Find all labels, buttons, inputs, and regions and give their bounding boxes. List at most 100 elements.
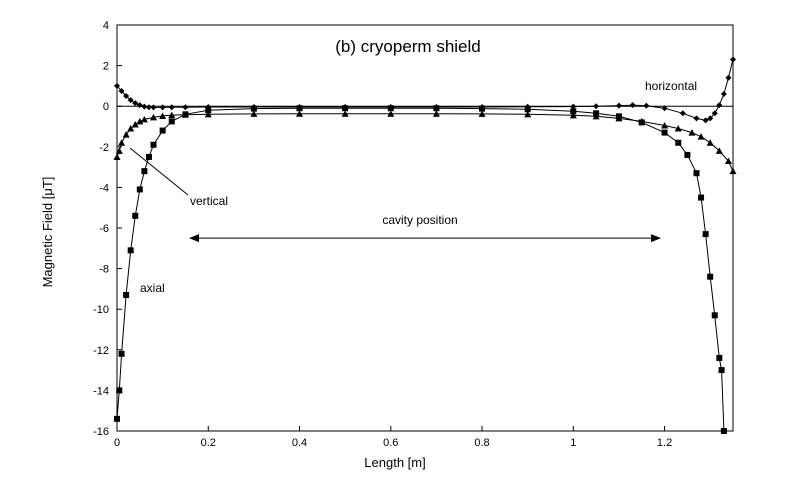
data-point-axial bbox=[132, 212, 139, 219]
data-point-horizontal bbox=[615, 102, 622, 109]
series-line-axial bbox=[116, 107, 725, 432]
data-point-horizontal bbox=[720, 91, 727, 98]
data-point-vertical bbox=[118, 139, 126, 146]
x-tick-label: 1 bbox=[570, 437, 576, 449]
x-tick-label: 0 bbox=[114, 437, 120, 449]
data-point-horizontal bbox=[629, 102, 636, 109]
data-point-axial bbox=[127, 247, 134, 254]
y-tick-label: -8 bbox=[99, 264, 109, 276]
data-point-vertical bbox=[729, 167, 737, 175]
data-point-horizontal bbox=[127, 97, 134, 104]
data-point-horizontal bbox=[643, 102, 650, 109]
y-tick-label: -6 bbox=[99, 223, 109, 235]
data-point-horizontal bbox=[679, 110, 686, 117]
data-point-axial bbox=[116, 387, 123, 394]
y-axis-label: Magnetic Field [μT] bbox=[40, 177, 55, 288]
data-point-vertical bbox=[569, 111, 577, 119]
y-tick-label: 4 bbox=[103, 20, 109, 32]
data-point-vertical bbox=[127, 125, 135, 132]
data-point-axial bbox=[150, 141, 157, 148]
data-point-vertical bbox=[478, 110, 486, 117]
data-point-vertical bbox=[706, 139, 714, 146]
data-point-axial bbox=[182, 111, 189, 118]
data-point-horizontal bbox=[593, 103, 600, 110]
data-point-horizontal bbox=[123, 93, 130, 100]
data-point-axial bbox=[387, 105, 394, 112]
data-point-vertical bbox=[250, 110, 258, 117]
data-point-axial bbox=[693, 170, 700, 177]
data-point-axial bbox=[123, 291, 130, 298]
data-point-axial bbox=[716, 354, 723, 361]
data-point-axial bbox=[159, 127, 166, 134]
data-point-horizontal bbox=[114, 82, 120, 89]
y-tick-label: -16 bbox=[93, 426, 109, 438]
data-point-horizontal bbox=[693, 115, 700, 122]
data-point-vertical bbox=[136, 117, 144, 125]
data-point-horizontal bbox=[716, 102, 723, 109]
data-point-axial bbox=[141, 168, 148, 175]
data-point-horizontal bbox=[725, 74, 732, 81]
data-point-vertical bbox=[432, 110, 440, 117]
data-point-axial bbox=[661, 129, 668, 136]
y-tick-label: 2 bbox=[103, 61, 109, 73]
data-point-axial bbox=[638, 119, 645, 126]
data-point-axial bbox=[698, 194, 705, 201]
data-point-horizontal bbox=[182, 104, 189, 111]
data-point-vertical bbox=[715, 147, 723, 154]
plot-layer: -16 -14 -12 -10 -8 -6 -4 -2 0 2 4 0 0.2 0.4 0.6 0.8 1 1.2 bbox=[93, 20, 737, 449]
data-point-horizontal bbox=[159, 104, 166, 111]
data-point-axial bbox=[168, 118, 175, 125]
data-point-vertical bbox=[115, 147, 123, 154]
data-point-axial bbox=[570, 108, 577, 115]
x-tick-label: 0.6 bbox=[383, 437, 398, 449]
data-point-horizontal bbox=[132, 100, 139, 107]
data-point-horizontal bbox=[730, 56, 736, 63]
data-point-axial bbox=[593, 110, 600, 117]
data-point-horizontal bbox=[118, 87, 125, 94]
x-tick-label: 0.4 bbox=[292, 437, 307, 449]
data-point-axial bbox=[718, 367, 725, 374]
data-point-vertical bbox=[341, 110, 349, 117]
data-point-horizontal bbox=[168, 104, 175, 111]
data-point-axial bbox=[145, 153, 152, 160]
y-tick-label: 0 bbox=[103, 101, 109, 113]
data-point-vertical bbox=[204, 110, 212, 118]
data-point-axial bbox=[702, 231, 709, 238]
data-point-horizontal bbox=[136, 102, 143, 109]
data-point-horizontal bbox=[661, 105, 668, 112]
data-point-axial bbox=[136, 186, 143, 193]
y-tick-label: -2 bbox=[99, 142, 109, 154]
x-tick-label: 1.2 bbox=[657, 437, 672, 449]
data-point-axial bbox=[118, 350, 125, 357]
data-point-horizontal bbox=[570, 103, 577, 110]
vertical-series-label: vertical bbox=[190, 194, 228, 208]
data-point-axial bbox=[524, 106, 531, 113]
vertical-label-leader bbox=[129, 147, 189, 196]
data-point-vertical bbox=[674, 125, 682, 132]
data-point-vertical bbox=[140, 115, 148, 123]
data-point-axial bbox=[296, 105, 303, 112]
data-point-vertical bbox=[113, 153, 121, 160]
data-point-vertical bbox=[387, 110, 395, 117]
data-point-vertical bbox=[168, 111, 176, 119]
data-point-vertical bbox=[122, 131, 130, 138]
y-tick-label: -10 bbox=[93, 304, 109, 316]
data-point-axial bbox=[707, 273, 714, 280]
data-point-horizontal bbox=[702, 117, 709, 124]
data-point-axial bbox=[114, 415, 120, 422]
data-point-horizontal bbox=[707, 115, 714, 122]
data-point-vertical bbox=[159, 112, 167, 119]
data-point-vertical bbox=[296, 110, 304, 117]
data-point-axial bbox=[615, 113, 622, 120]
x-axis-label: Length [m] bbox=[364, 455, 425, 470]
x-tick-label: 0.2 bbox=[201, 437, 216, 449]
data-point-axial bbox=[342, 105, 349, 112]
data-point-horizontal bbox=[141, 103, 148, 110]
data-point-vertical bbox=[131, 120, 139, 128]
data-point-vertical bbox=[688, 129, 696, 136]
data-point-vertical bbox=[150, 113, 158, 121]
data-point-vertical bbox=[524, 110, 532, 118]
data-point-axial bbox=[433, 105, 440, 112]
